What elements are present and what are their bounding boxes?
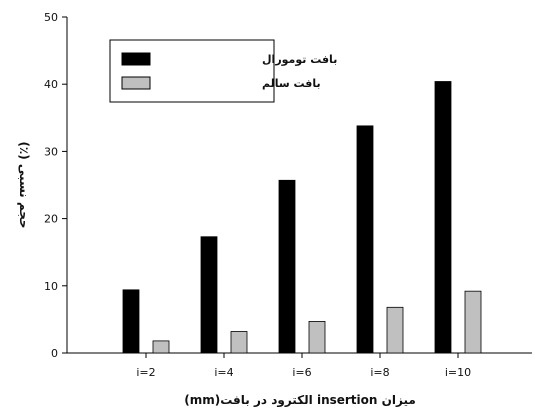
legend-box bbox=[109, 39, 275, 103]
x-axis-title: میزان insertion الکترود در بافت(mm) bbox=[184, 393, 416, 408]
legend: بافت تومورال بافت سالم bbox=[109, 39, 337, 103]
x-ticks: i=2 i=4 i=6 i=8 i=10 bbox=[136, 353, 471, 379]
bars bbox=[122, 81, 482, 354]
y-axis-title: حجم نسبی (٪) bbox=[17, 141, 31, 228]
legend-label-healthy: بافت سالم bbox=[262, 77, 321, 90]
y-ticks: 0 10 20 30 40 50 bbox=[44, 11, 67, 360]
y-tick-label: 30 bbox=[44, 145, 58, 158]
x-tick-label: i=10 bbox=[445, 366, 471, 379]
bar-tumoral bbox=[122, 289, 140, 354]
y-tick-label: 10 bbox=[44, 280, 58, 293]
y-tick-label: 50 bbox=[44, 11, 58, 24]
bar-tumoral bbox=[356, 125, 374, 354]
axes bbox=[66, 17, 532, 354]
bar-healthy bbox=[152, 340, 170, 354]
bar-tumoral bbox=[434, 81, 452, 354]
bar-tumoral bbox=[200, 236, 218, 354]
bar-tumoral bbox=[278, 179, 296, 354]
legend-swatch-tumoral bbox=[121, 52, 151, 66]
bar-healthy bbox=[308, 321, 326, 354]
x-tick-label: i=6 bbox=[292, 366, 311, 379]
bar-healthy bbox=[464, 290, 482, 354]
legend-swatch-healthy bbox=[121, 76, 151, 90]
y-tick-label: 0 bbox=[51, 347, 58, 360]
legend-label-tumoral: بافت تومورال bbox=[262, 53, 337, 66]
x-tick-label: i=4 bbox=[214, 366, 233, 379]
bar-healthy bbox=[386, 306, 404, 354]
y-tick-label: 20 bbox=[44, 213, 58, 226]
x-tick-label: i=2 bbox=[136, 366, 155, 379]
x-tick-label: i=8 bbox=[370, 366, 389, 379]
y-tick-label: 40 bbox=[44, 78, 58, 91]
bar-healthy bbox=[230, 331, 248, 354]
